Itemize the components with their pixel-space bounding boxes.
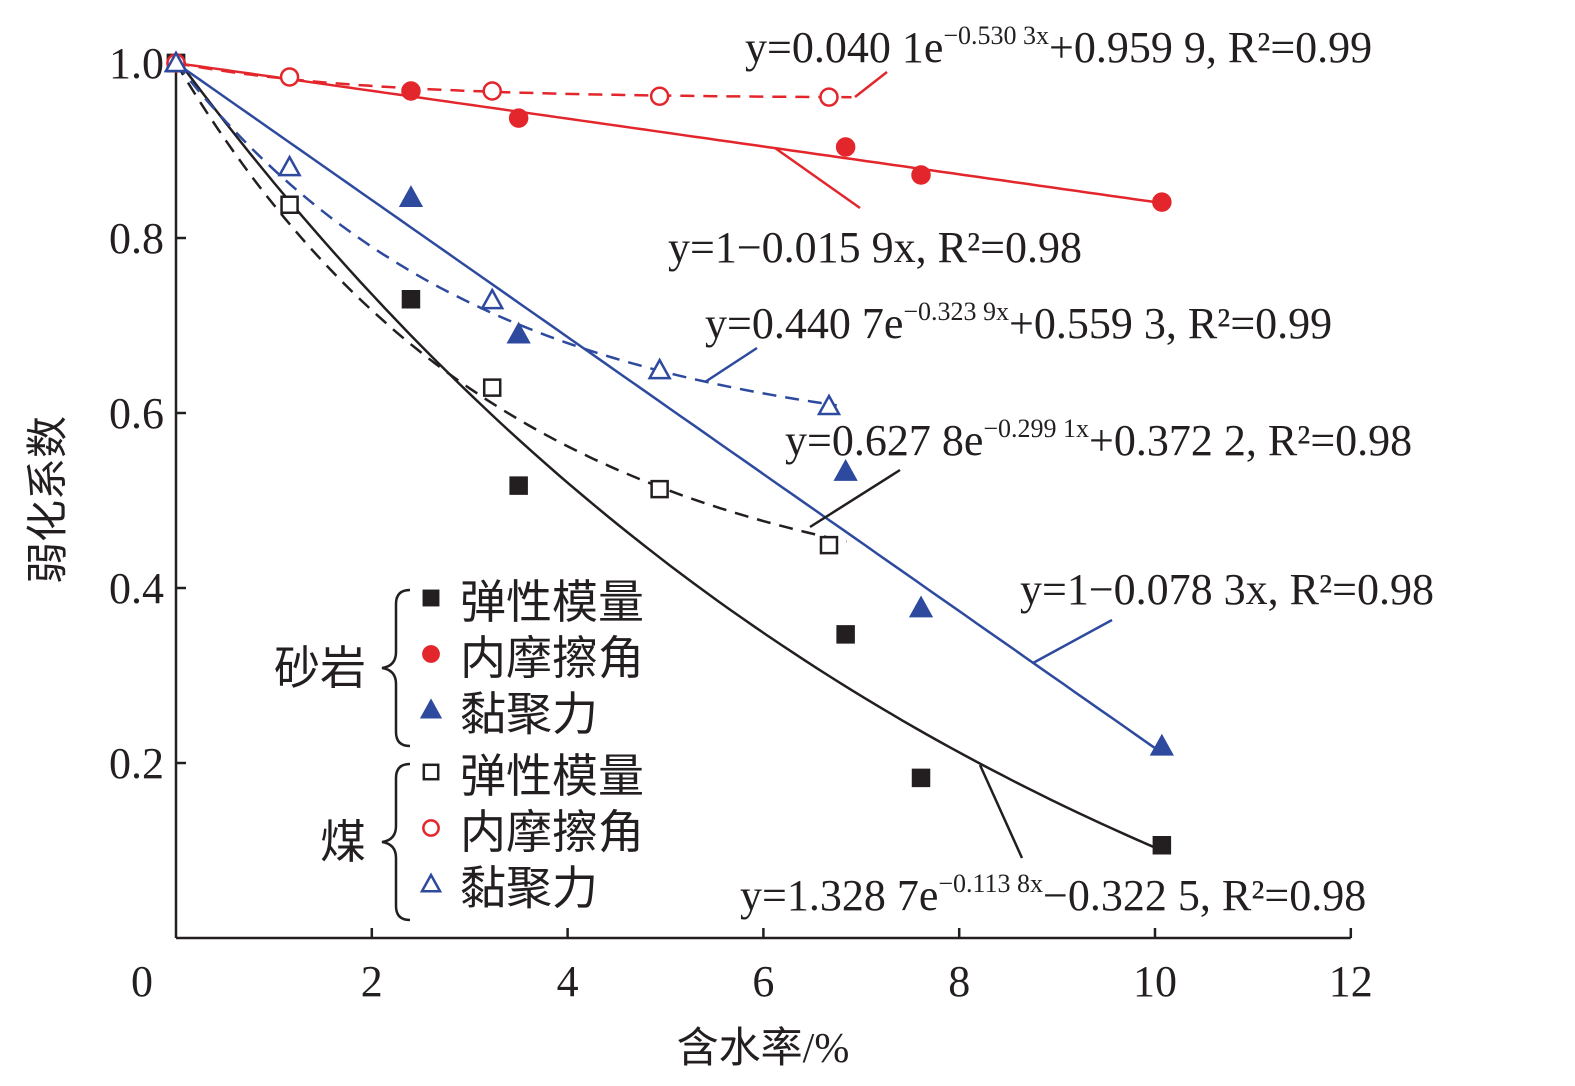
data-point — [908, 595, 934, 618]
legend-marker — [419, 872, 443, 893]
y-tick-label: 0.2 — [109, 739, 164, 788]
data-point — [816, 393, 842, 416]
data-point — [649, 86, 670, 106]
fit-equation-label: y=0.440 7e−0.323 9x+0.559 3, R²=0.99 — [705, 297, 1332, 348]
y-axis-title: 弱化系数 — [26, 416, 72, 584]
fit-equation-label: y=0.627 8e−0.299 1x+0.372 2, R²=0.98 — [785, 414, 1412, 465]
annotation-leader-line — [704, 346, 758, 384]
x-tick-label: 6 — [752, 957, 774, 1006]
fit-lines — [174, 56, 1163, 852]
annotation-leader-line — [809, 468, 901, 529]
annotation-leader-line — [978, 764, 1024, 859]
data-point — [819, 87, 839, 107]
legend-item-label: 黏聚力 — [460, 863, 598, 914]
x-axis-title: 含水率/% — [677, 1025, 850, 1072]
data-point — [277, 154, 302, 177]
data-point — [398, 185, 424, 207]
fit-line — [175, 61, 852, 99]
y-tick-label: 0.6 — [109, 389, 164, 438]
data-point — [835, 137, 856, 157]
legend-item-label: 内摩擦角 — [460, 807, 644, 858]
x-tick-label: 4 — [557, 957, 579, 1006]
x-tick-label: 0 — [131, 957, 153, 1006]
legend-item-label: 内摩擦角 — [460, 633, 644, 684]
fit-line — [175, 62, 837, 407]
data-point — [508, 108, 529, 128]
data-point — [279, 67, 300, 87]
data-point — [1152, 192, 1172, 212]
legend-item-label: 弹性模量 — [460, 751, 644, 802]
y-tick-label: 1.0 — [109, 39, 164, 88]
data-point — [1152, 836, 1172, 855]
data-point — [911, 768, 931, 788]
legend-group-label: 煤 — [320, 817, 366, 868]
fit-line — [175, 61, 1163, 754]
x-tick-label: 2 — [361, 957, 383, 1006]
data-point — [833, 459, 858, 481]
legend-marker — [422, 763, 440, 781]
data-point — [911, 165, 931, 185]
data-point — [509, 476, 528, 495]
data-point — [280, 195, 299, 214]
fit-equation-label: y=1−0.078 3x, R²=0.98 — [1020, 565, 1434, 614]
fit-line — [174, 56, 1163, 852]
data-point — [482, 378, 502, 397]
legend-brace — [381, 588, 411, 748]
data-point — [650, 479, 669, 499]
data-point — [482, 81, 502, 101]
legend-marker — [419, 698, 443, 719]
legend-item-label: 黏聚力 — [460, 689, 598, 740]
annotation-leader-line — [774, 146, 861, 210]
data-point — [506, 321, 531, 344]
fit-line — [174, 62, 847, 543]
legend-marker — [422, 645, 440, 663]
legend-marker — [422, 819, 440, 837]
fit-line — [175, 61, 1163, 205]
data-point — [647, 357, 672, 380]
x-tick-label: 12 — [1329, 957, 1373, 1006]
fit-equation-label: y=1−0.015 9x, R²=0.98 — [668, 223, 1082, 272]
data-point — [480, 287, 505, 310]
data-point — [401, 290, 421, 309]
data-point — [836, 625, 855, 644]
data-point — [819, 535, 839, 555]
fit-equation-label: y=0.040 1e−0.530 3x+0.959 9, R²=0.99 — [745, 21, 1372, 72]
fit-annotations: y=0.040 1e−0.530 3x+0.959 9, R²=0.99 y=1−… — [668, 21, 1434, 920]
annotation-leader-line — [1032, 618, 1113, 665]
annotation-leader-line — [854, 71, 888, 98]
x-tick-label: 8 — [948, 957, 970, 1006]
fit-equation-label: y=1.328 7e−0.113 8x−0.322 5, R²=0.98 — [740, 869, 1366, 920]
x-tick-label: 10 — [1133, 957, 1177, 1006]
legend-brace — [381, 762, 411, 922]
legend-group-label: 砂岩 — [274, 643, 366, 694]
y-tick-label: 0.4 — [109, 564, 164, 613]
data-point — [163, 50, 189, 73]
y-tick-label: 0.8 — [109, 214, 164, 263]
data-points — [163, 50, 1174, 855]
data-point — [1149, 733, 1174, 756]
legend-item-label: 弹性模量 — [460, 577, 644, 628]
data-point — [401, 81, 421, 101]
legend-marker — [422, 589, 440, 607]
axes: 0 2 4 6 8 10 12 0.2 0.4 0.6 0.8 1.0 — [109, 39, 1373, 1006]
